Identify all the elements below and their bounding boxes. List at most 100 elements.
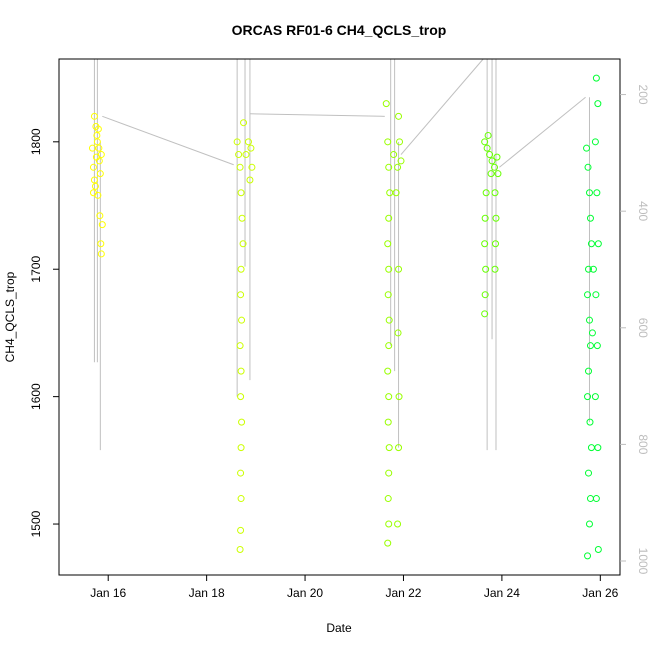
data-point [89, 189, 97, 197]
data-point [385, 393, 393, 401]
y2-tick-label: 800 [636, 434, 650, 454]
data-point [382, 100, 390, 108]
data-point [594, 240, 602, 248]
data-point [491, 163, 499, 171]
y-tick-label: 1800 [29, 128, 43, 155]
trace-connector [102, 115, 234, 166]
data-point [97, 240, 105, 248]
x-tick-label: Jan 22 [385, 586, 421, 600]
series-rf03 [382, 100, 405, 547]
data-point [385, 444, 393, 452]
x-tick-label: Jan 20 [287, 586, 323, 600]
data-point [246, 176, 254, 184]
data-point [247, 144, 255, 152]
data-point [237, 265, 245, 273]
data-point [392, 189, 400, 197]
data-point [236, 342, 244, 350]
data-point [585, 316, 593, 324]
data-point [91, 182, 99, 190]
x-tick-label: Jan 18 [189, 586, 225, 600]
data-point [481, 310, 489, 318]
data-point [248, 163, 256, 171]
data-point [236, 163, 244, 171]
data-point [384, 291, 392, 299]
data-point [584, 291, 592, 299]
data-point [385, 520, 393, 528]
data-point [237, 469, 245, 477]
data-point [385, 316, 393, 324]
data-point [594, 546, 602, 554]
data-point [494, 170, 502, 178]
data-point [481, 291, 489, 299]
data-point [384, 138, 392, 146]
data-point [384, 539, 392, 547]
data-point [237, 495, 245, 503]
data-point [481, 214, 489, 222]
data-point [237, 526, 245, 534]
data-point [236, 546, 244, 554]
data-point [397, 157, 405, 165]
data-point [491, 265, 499, 273]
data-point [593, 189, 601, 197]
data-point [237, 291, 245, 299]
data-point [395, 265, 403, 273]
data-point [385, 163, 393, 171]
trace-connector [400, 58, 484, 155]
data-point [394, 520, 402, 528]
data-point [240, 119, 248, 127]
data-point [591, 138, 599, 146]
data-point [239, 240, 247, 248]
data-point [587, 240, 595, 248]
data-point [483, 144, 491, 152]
data-point [97, 151, 105, 159]
series-rf02 [233, 119, 256, 554]
trace-connector [249, 113, 385, 117]
data-point [491, 240, 499, 248]
y2-tick-label: 1000 [636, 548, 650, 575]
data-point [90, 112, 98, 120]
data-point [586, 342, 594, 350]
data-point [584, 552, 592, 560]
y-tick-label: 1700 [29, 256, 43, 283]
data-point [491, 189, 499, 197]
data-point [592, 291, 600, 299]
plot-layer [88, 58, 602, 560]
data-point [385, 214, 393, 222]
data-point [233, 138, 241, 146]
data-point [586, 418, 594, 426]
data-point [235, 151, 243, 159]
data-point [395, 112, 403, 120]
y2-tick-label: 400 [636, 201, 650, 221]
data-point [237, 189, 245, 197]
data-point [482, 265, 490, 273]
y2-tick-label: 600 [636, 318, 650, 338]
data-point [586, 214, 594, 222]
data-point [585, 469, 593, 477]
data-point [589, 265, 597, 273]
data-point [90, 176, 98, 184]
data-point [594, 444, 602, 452]
data-point [585, 189, 593, 197]
y-tick-label: 1500 [29, 510, 43, 537]
data-point [394, 329, 402, 337]
data-point [481, 240, 489, 248]
data-point [98, 221, 106, 229]
data-point [390, 151, 398, 159]
data-point [486, 151, 494, 159]
data-point [484, 131, 492, 139]
data-point [244, 138, 252, 146]
data-point [488, 157, 496, 165]
data-point [591, 393, 599, 401]
data-point [482, 189, 490, 197]
data-point [237, 393, 245, 401]
data-point [584, 393, 592, 401]
series-rf04 [481, 131, 502, 318]
series-rf01 [88, 112, 106, 258]
data-point [585, 367, 593, 375]
y-axis-label: CH4_QCLS_trop [3, 271, 17, 362]
data-point [588, 329, 596, 337]
data-point [385, 342, 393, 350]
data-point [487, 170, 495, 178]
data-point [585, 265, 593, 273]
